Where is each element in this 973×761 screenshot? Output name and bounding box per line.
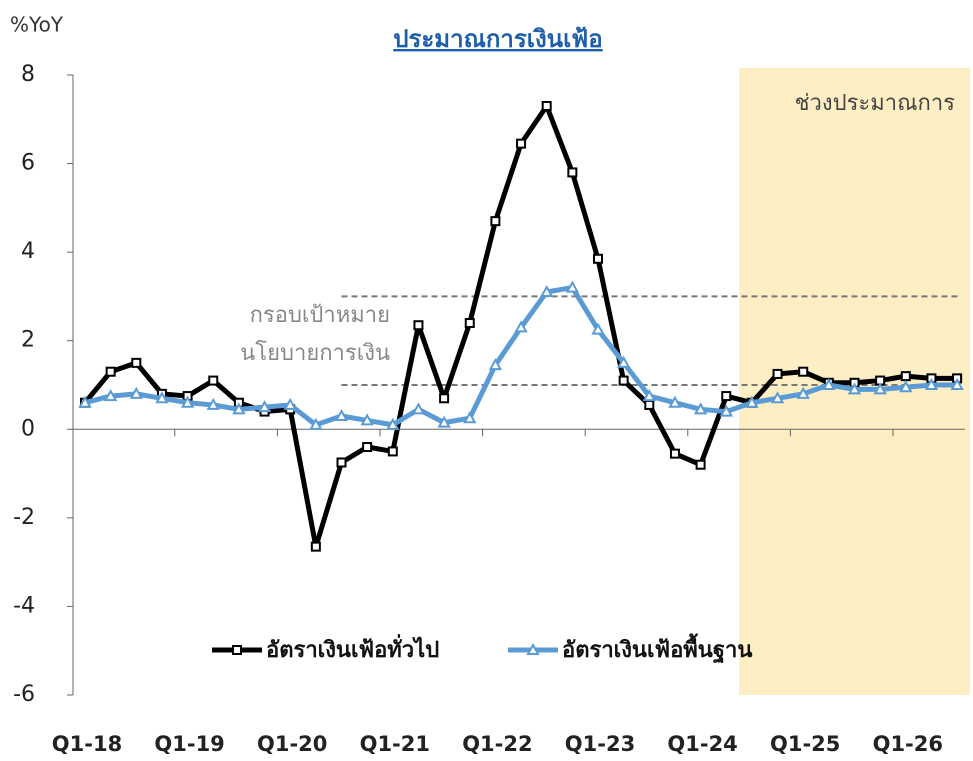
legend-label: อัตราเงินเฟ้อทั่วไป (266, 633, 439, 663)
y-tick-label: 8 (21, 62, 35, 87)
point (796, 386, 810, 399)
point (516, 138, 527, 149)
point (642, 389, 656, 402)
point (565, 280, 580, 293)
point (847, 382, 862, 395)
point (387, 446, 398, 457)
legend-marker (232, 645, 242, 655)
point (439, 393, 450, 404)
band-label: กรอบเป้าหมาย (250, 303, 390, 328)
y-axis-label: %YoY (10, 13, 64, 37)
point (464, 318, 475, 328)
point (309, 417, 323, 430)
point (591, 322, 605, 335)
x-tick-label: Q1-24 (667, 732, 737, 756)
point (514, 320, 528, 333)
point (772, 368, 783, 379)
point (362, 442, 373, 452)
legend-label: อัตราเงินเฟ้อพื้นฐาน (562, 633, 752, 664)
point (721, 391, 732, 402)
legend-marker (526, 642, 540, 655)
point (360, 413, 374, 426)
x-tick-label: Q1-20 (257, 732, 327, 756)
point (669, 448, 680, 459)
y-tick-label: -2 (13, 505, 35, 530)
band-label: นโยบายการเงิน (240, 340, 390, 366)
point (950, 377, 964, 390)
x-tick-label: Q1-19 (154, 732, 224, 756)
point (103, 389, 118, 402)
point (413, 320, 424, 331)
y-tick-label: 6 (21, 151, 35, 176)
y-tick-label: 2 (21, 328, 35, 353)
y-tick-label: -4 (13, 593, 35, 618)
point (745, 395, 759, 408)
point (283, 397, 297, 410)
forecast-label: ช่วงประมาณการ (795, 91, 956, 116)
point (593, 253, 603, 264)
point (693, 402, 708, 415)
point (924, 377, 939, 390)
point (336, 457, 347, 468)
point (463, 411, 477, 424)
point (822, 377, 836, 390)
point (334, 408, 349, 421)
point (644, 399, 655, 410)
x-tick-label: Q1-21 (360, 732, 430, 756)
point (78, 395, 92, 408)
x-tick-label: Q1-26 (873, 732, 943, 756)
point (131, 357, 142, 368)
point (206, 397, 220, 410)
point (668, 395, 682, 408)
point (490, 216, 501, 227)
point (488, 358, 503, 371)
point (180, 395, 195, 408)
point (616, 355, 631, 368)
chart-title: ประมาณการเงินเฟ้อ (393, 25, 602, 53)
point (899, 380, 913, 393)
point (873, 382, 887, 395)
point (770, 391, 785, 404)
point (208, 375, 219, 386)
x-tick-label: Q1-23 (565, 732, 635, 756)
point (386, 417, 400, 430)
point (129, 386, 143, 399)
point (900, 371, 911, 382)
y-tick-label: 0 (21, 416, 35, 441)
point (695, 459, 706, 470)
x-tick-label: Q1-22 (462, 732, 532, 756)
point (437, 415, 451, 428)
point (798, 366, 809, 377)
point (541, 101, 552, 111)
x-tick-label: Q1-18 (52, 732, 122, 756)
point (310, 541, 321, 552)
y-tick-label: 4 (21, 239, 35, 264)
point (232, 402, 246, 415)
x-tick-label: Q1-25 (770, 732, 840, 756)
y-tick-label: -6 (13, 682, 35, 707)
point (411, 402, 426, 415)
point (105, 366, 116, 377)
point (540, 284, 554, 297)
point (719, 404, 733, 417)
point (155, 391, 169, 404)
point (567, 167, 578, 178)
point (257, 400, 272, 413)
point (618, 375, 629, 386)
